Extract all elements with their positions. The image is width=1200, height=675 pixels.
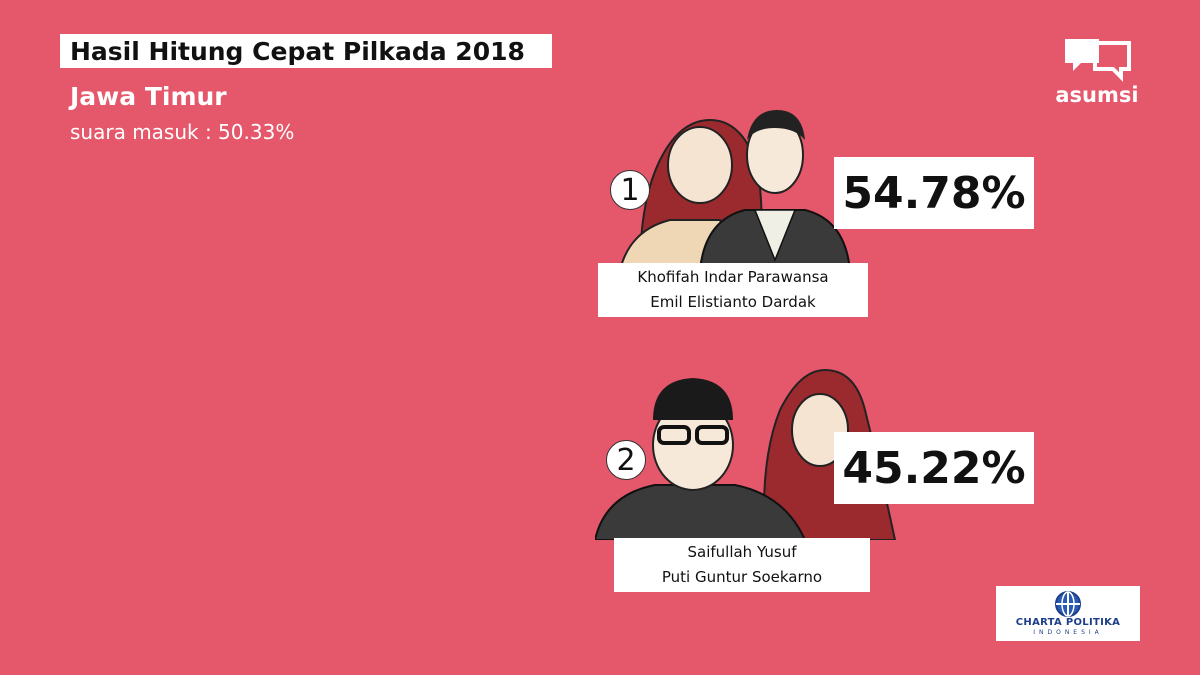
region-label: Jawa Timur xyxy=(70,82,227,111)
candidate-1-percent: 54.78% xyxy=(834,157,1034,229)
speech-bubbles-icon xyxy=(1065,39,1131,82)
candidate-2-name-vice: Puti Guntur Soekarno xyxy=(661,568,823,586)
candidate-1-names: Khofifah Indar Parawansa Emil Elistianto… xyxy=(598,263,868,317)
candidate-1-portrait xyxy=(618,110,852,270)
source-logo: CHARTA POLITIKA INDONESIA xyxy=(996,586,1140,641)
candidate-1-number: 1 xyxy=(610,170,650,210)
candidate-2-names: Saifullah Yusuf Puti Guntur Soekarno xyxy=(614,538,870,592)
source-logo-sub: INDONESIA xyxy=(1033,629,1103,636)
brand-logo: asumsi xyxy=(1055,33,1145,109)
candidate-1-name-governor: Khofifah Indar Parawansa xyxy=(637,268,829,286)
page-title-text: Hasil Hitung Cepat Pilkada 2018 xyxy=(70,36,525,66)
page-title: Hasil Hitung Cepat Pilkada 2018 xyxy=(60,34,552,68)
candidate-2-portrait xyxy=(595,368,897,540)
brand-logo-text: asumsi xyxy=(1055,83,1139,107)
source-logo-name: CHARTA POLITIKA xyxy=(1015,617,1121,628)
candidate-2-percent: 45.22% xyxy=(834,432,1034,504)
votes-in-label: suara masuk : 50.33% xyxy=(70,120,295,144)
globe-icon xyxy=(1055,591,1081,617)
candidate-2-number: 2 xyxy=(606,440,646,480)
candidate-2-name-governor: Saifullah Yusuf xyxy=(687,543,797,561)
candidate-1-name-vice: Emil Elistianto Dardak xyxy=(650,293,816,311)
